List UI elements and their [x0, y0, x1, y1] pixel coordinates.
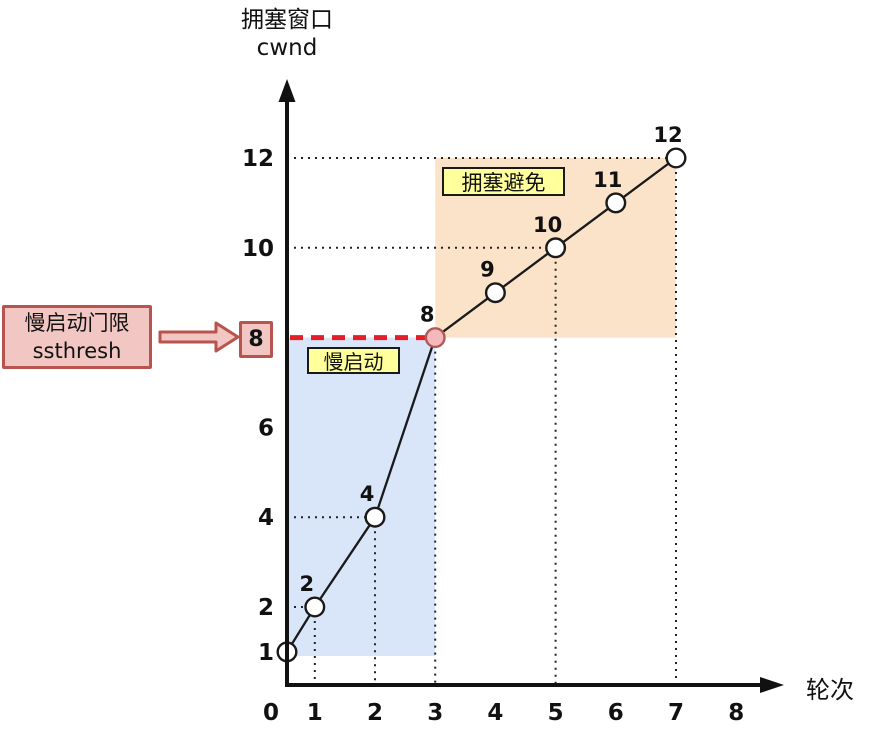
data-point-1-2: [304, 596, 326, 618]
x-tick-label: 3: [427, 700, 443, 726]
x-tick-label: 4: [487, 700, 503, 726]
point-value-label: 9: [480, 258, 495, 282]
ssthresh-arrow-icon: [158, 321, 240, 353]
data-point-6-11: [605, 192, 627, 214]
ssthresh-label-line2: ssthresh: [32, 339, 122, 363]
y-tick-label: 1: [258, 640, 274, 666]
ssthresh-callout-box: 慢启动门限 ssthresh: [2, 305, 152, 369]
data-point-7-12: [665, 147, 687, 169]
x-tick-label: 0: [263, 700, 279, 726]
point-value-label: 4: [360, 482, 375, 506]
x-tick-label: 7: [668, 700, 684, 726]
y-axis-title-line2: cwnd: [256, 35, 318, 61]
congestion-avoidance-region-label: 拥塞避免: [442, 167, 565, 196]
slow-start-region-label: 慢启动: [307, 347, 400, 374]
y-tick-label: 12: [242, 146, 274, 172]
x-tick-label: 2: [367, 700, 383, 726]
y-tick-label: 2: [258, 595, 274, 621]
cwnd-series-line: [286, 157, 677, 653]
x-tick-label: 6: [608, 700, 624, 726]
x-tick-label: 1: [307, 700, 323, 726]
point-value-label: 12: [653, 123, 682, 147]
plot-layer: 2 4 8 9 10 11 12: [276, 123, 687, 685]
y-axis-title-line1: 拥塞窗口: [241, 7, 333, 33]
x-tick-label: 5: [548, 700, 564, 726]
point-value-label: 2: [299, 572, 314, 596]
data-point-2-4: [364, 506, 386, 528]
y-tick-label: 4: [258, 505, 274, 531]
y-tick-label: 10: [242, 236, 274, 262]
data-point-4-9: [484, 282, 506, 304]
point-value-label: 10: [533, 213, 562, 237]
x-axis-arrow-icon: [760, 677, 784, 693]
x-axis-title: 轮次: [806, 676, 854, 704]
data-point-5-10: [545, 237, 567, 259]
point-value-label: 8: [420, 303, 435, 327]
ssthresh-value-badge: 8: [239, 321, 273, 358]
data-point-3-8: [424, 327, 446, 349]
x-tick-label: 8: [728, 700, 744, 726]
y-axis-arrow-icon: [278, 79, 296, 102]
y-tick-label: 6: [258, 415, 274, 441]
ssthresh-label-line1: 慢启动门限: [24, 311, 130, 335]
y-axis-title: 拥塞窗口 cwnd: [187, 6, 387, 62]
point-value-label: 11: [593, 168, 622, 192]
